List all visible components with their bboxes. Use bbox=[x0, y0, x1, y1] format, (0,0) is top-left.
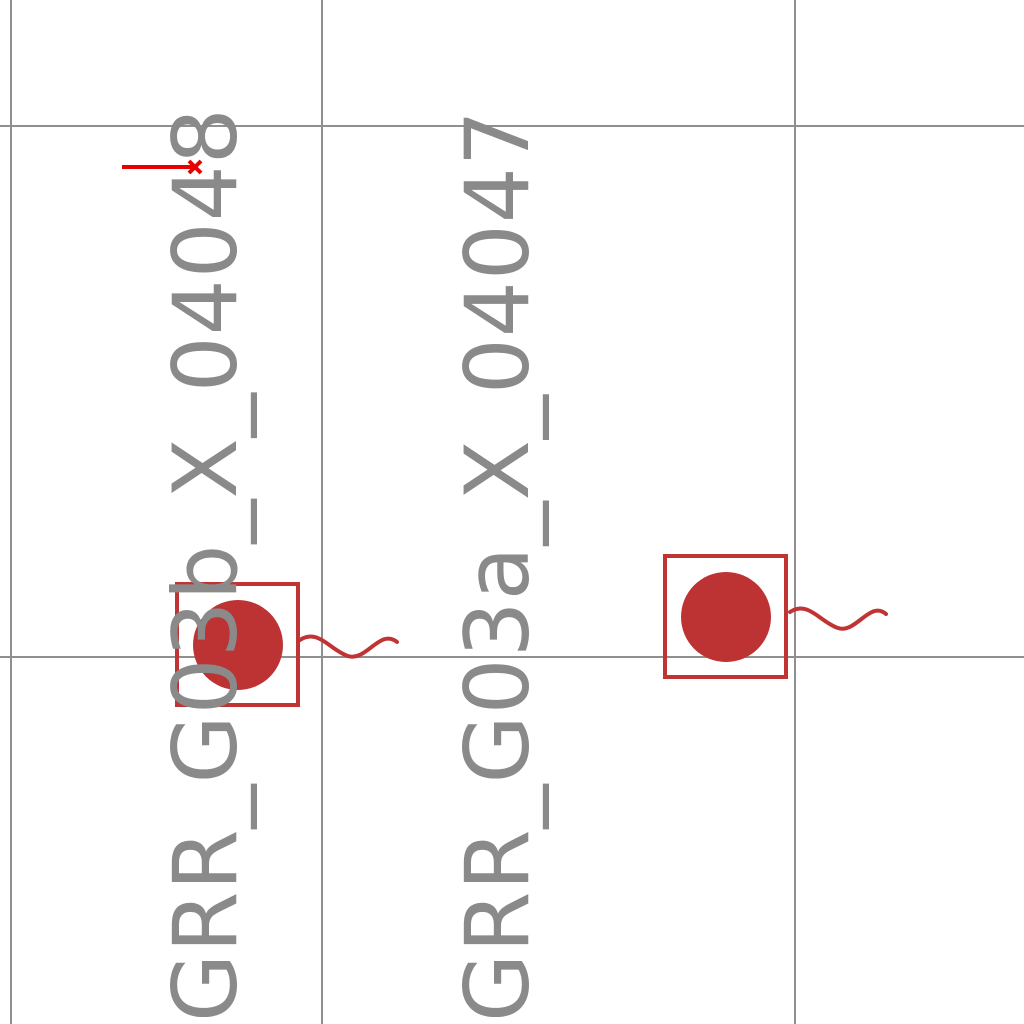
red-pin-line-icon bbox=[122, 159, 203, 175]
feature-04048[interactable]: GRR_G03b_X_04048 bbox=[154, 107, 399, 1022]
pin-cross-b bbox=[187, 159, 203, 175]
feature-marker-04047[interactable] bbox=[663, 554, 888, 679]
wave-icon bbox=[788, 606, 888, 631]
marker-box bbox=[175, 582, 300, 707]
filled-circle-in-square-icon bbox=[193, 600, 283, 690]
filled-circle-in-square-icon bbox=[681, 572, 771, 662]
marker-box bbox=[663, 554, 788, 679]
wave-icon bbox=[298, 634, 399, 659]
feature-label-04047: GRR_G03a_X_04047 bbox=[446, 109, 549, 1022]
feature-04047[interactable]: GRR_G03a_X_04047 bbox=[446, 109, 888, 1022]
feature-marker-04048[interactable] bbox=[175, 582, 399, 707]
feature-label-04048: GRR_G03b_X_04048 bbox=[154, 107, 257, 1022]
